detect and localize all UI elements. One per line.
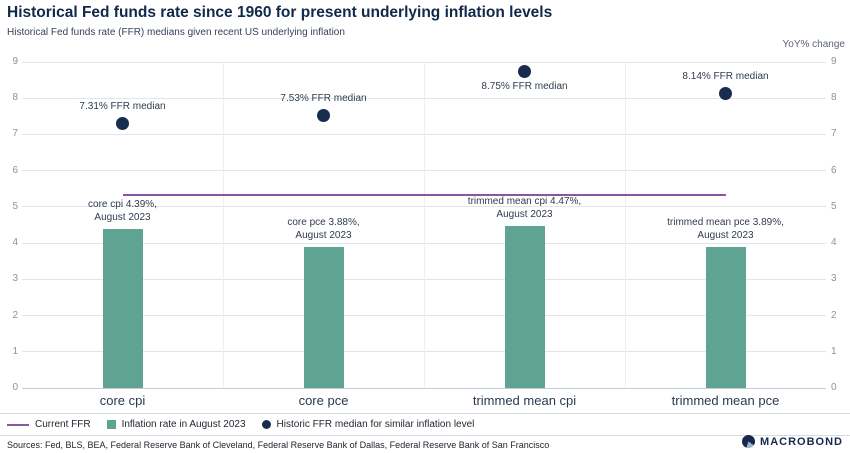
chart-subtitle: Historical Fed funds rate (FFR) medians … [7, 27, 345, 38]
legend-item: Inflation rate in August 2023 [106, 419, 246, 430]
y-axis-tick-left: 7 [12, 128, 18, 140]
y-axis-tick-right: 9 [831, 56, 837, 67]
ffr-median-dot [719, 86, 732, 100]
x-axis-label: core pce [298, 393, 349, 408]
bar-annotation: trimmed mean pce 3.89%, August 2023 [667, 217, 784, 242]
y-axis-tick-left: 8 [12, 92, 18, 104]
legend-item: Historic FFR median for similar inflatio… [261, 419, 475, 430]
y-axis-tick-right: 3 [831, 273, 837, 285]
bar-annotation: core cpi 4.39%, August 2023 [88, 199, 157, 223]
ffr-median-annotation: 8.75% FFR median [481, 81, 568, 93]
category-separator [625, 62, 626, 388]
x-axis-label: trimmed mean pce [671, 393, 780, 408]
gridline [22, 387, 826, 389]
category-separator [223, 62, 224, 388]
legend: Current FFR Inflation rate in August 2023… [0, 413, 850, 436]
y-axis-tick-left: 1 [12, 345, 18, 357]
y-axis-tick-right: 1 [831, 345, 837, 357]
y-axis-tick-left: 9 [12, 56, 18, 67]
x-axis-label: core cpi [99, 393, 146, 408]
y-axis-tick-left: 2 [12, 309, 18, 321]
current-ffr-line [122, 193, 726, 196]
category-separator [424, 62, 425, 388]
macrobond-logo: MACROBOND [742, 435, 843, 448]
ffr-median-annotation: 7.31% FFR median [79, 101, 166, 113]
legend-label: Current FFR [35, 419, 91, 430]
macrobond-logo-text: MACROBOND [760, 435, 843, 448]
plot-area: core cpi 4.39%, August 2023 core pce 3.88%… [22, 61, 826, 389]
ffr-median-annotation: 8.14% FFR median [682, 71, 769, 83]
legend-label: Historic FFR median for similar inflatio… [276, 419, 475, 430]
y-axis-tick-right: 2 [831, 309, 837, 321]
ffr-median-dot [116, 116, 129, 130]
legend-label: Inflation rate in August 2023 [121, 419, 246, 430]
inflation-bar [504, 226, 545, 388]
y-axis-tick-right: 5 [831, 200, 837, 212]
y-axis-tick-right: 8 [831, 92, 837, 104]
ffr-median-dot [518, 64, 531, 78]
legend-marker-dot [261, 420, 271, 429]
ffr-median-dot [317, 108, 330, 122]
macrobond-logo-icon [742, 435, 756, 448]
y-axis-tick-right: 4 [831, 237, 837, 249]
inflation-bar [102, 228, 143, 388]
inflation-bar [705, 247, 746, 388]
y-axis-tick-right: 7 [831, 128, 837, 140]
legend-marker-line [7, 423, 29, 426]
y-axis-tick-left: 0 [12, 382, 18, 393]
y-axis-tick-right: 6 [831, 164, 837, 176]
legend-marker-square [106, 420, 116, 429]
sources-text: Sources: Fed, BLS, BEA, Federal Reserve … [7, 440, 550, 450]
y-axis-tick-right: 0 [831, 382, 837, 393]
y-axis-tick-left: 5 [12, 200, 18, 212]
inflation-bar [303, 247, 344, 388]
bar-annotation: core pce 3.88%, August 2023 [287, 217, 360, 242]
legend-item: Current FFR [7, 419, 91, 430]
ffr-median-annotation: 7.53% FFR median [280, 93, 367, 105]
chart-title: Historical Fed funds rate since 1960 for… [7, 4, 553, 21]
y-axis-tick-left: 3 [12, 273, 18, 285]
right-axis-unit-label: YoY% change [782, 39, 845, 50]
x-axis-label: trimmed mean cpi [472, 393, 577, 408]
y-axis-tick-left: 4 [12, 237, 18, 249]
y-axis-tick-left: 6 [12, 164, 18, 176]
bar-annotation: trimmed mean cpi 4.47%, August 2023 [467, 196, 582, 221]
